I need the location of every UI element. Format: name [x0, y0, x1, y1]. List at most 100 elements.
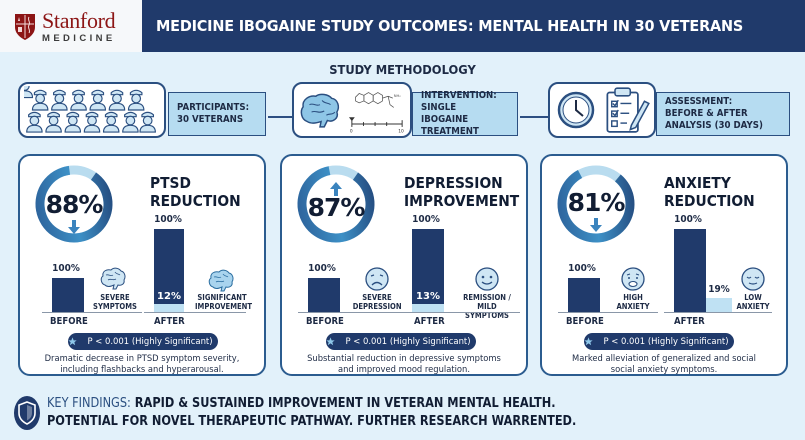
arrow-up-icon — [330, 182, 342, 196]
anxiety-title: ANXIETY REDUCTION — [664, 174, 755, 210]
arrow-down-icon — [68, 220, 80, 234]
before-value: 100% — [52, 263, 80, 274]
before-value: 100% — [308, 263, 336, 274]
ptsd-description: Dramatic decrease in PTSD symptom severi… — [44, 354, 240, 375]
before-baseline — [42, 312, 142, 313]
veterans-group-icon — [24, 86, 156, 133]
assessment-image-box — [548, 82, 656, 138]
key-findings-line2: POTENTIAL FOR NOVEL THERAPEUTIC PATHWAY.… — [47, 414, 577, 429]
calm-face-icon — [741, 267, 765, 291]
after-label: AFTER — [154, 316, 185, 327]
after-value: 13% — [416, 291, 440, 302]
after-value: 19% — [708, 284, 730, 295]
anxious-face-icon — [621, 267, 645, 291]
before-label: BEFORE — [566, 316, 604, 327]
after-top-value: 100% — [154, 214, 182, 225]
ptsd-percent: 88% — [45, 189, 104, 219]
after-top-value: 100% — [412, 214, 440, 225]
star-icon — [326, 337, 335, 346]
after-baseline — [144, 312, 246, 313]
before-label: BEFORE — [50, 316, 88, 327]
participants-label: PARTICIPANTS: 30 VETERANS — [177, 102, 250, 125]
pvalue-text: P < 0.001 (Highly Significant) — [603, 336, 729, 347]
before-baseline — [298, 312, 402, 313]
brain-icon — [300, 93, 340, 128]
depression-percent: 87% — [307, 192, 366, 222]
assessment-label: ASSESSMENT: BEFORE & AFTER ANALYSIS (30 … — [665, 96, 763, 131]
before-bar — [568, 278, 600, 312]
key-findings-line1: RAPID & SUSTAINED IMPROVEMENT IN VETERAN… — [130, 396, 556, 411]
after-bar-baseline — [674, 229, 706, 312]
after-label: AFTER — [414, 316, 445, 327]
before-bar — [52, 278, 84, 312]
after-bar — [706, 298, 732, 312]
stanford-medicine-logo: Stanford MEDICINE — [14, 8, 132, 46]
after-label: AFTER — [674, 316, 705, 327]
intervention-image-box: NH₂ 0 10 — [292, 82, 412, 138]
participants-label-flag: PARTICIPANTS: 30 VETERANS — [168, 92, 266, 136]
ptsd-card: 88% PTSD REDUCTION 100% SEVERE SYMPTOMS … — [18, 154, 266, 376]
after-status: REMISSION / MILD SYMPTOMS — [463, 293, 511, 320]
sad-face-icon — [365, 267, 389, 291]
header: Stanford MEDICINE MEDICINE IBOGAINE STUD… — [0, 0, 805, 52]
before-baseline — [558, 312, 658, 313]
pvalue-text: P < 0.001 (Highly Significant) — [87, 336, 213, 347]
anxiety-description: Marked alleviation of generalized and so… — [572, 354, 756, 375]
after-status: SIGNIFICANT IMPROVEMENT — [195, 293, 253, 311]
after-baseline — [402, 312, 520, 313]
page-title: MEDICINE IBOGAINE STUDY OUTCOMES: MENTAL… — [156, 17, 744, 35]
depression-title: DEPRESSION IMPROVEMENT — [404, 174, 520, 210]
depression-progress-ring — [297, 165, 375, 243]
after-bar-baseline — [154, 229, 184, 312]
key-findings-label: KEY FINDINGS: — [47, 396, 131, 411]
ptsd-title: PTSD REDUCTION — [150, 174, 241, 210]
after-value: 12% — [157, 291, 181, 302]
brain-icon — [100, 267, 126, 290]
anxiety-card: 81% ANXIETY REDUCTION 100% HIGH ANXIETY … — [540, 154, 788, 376]
happy-face-icon — [475, 267, 499, 291]
logo-medicine-text: MEDICINE — [42, 33, 116, 45]
before-status: SEVERE DEPRESSION — [352, 293, 402, 311]
after-bar — [412, 304, 444, 312]
arrow-down-icon — [590, 218, 602, 232]
methodology-title: STUDY METHODOLOGY — [329, 62, 476, 77]
logo-stanford-text: Stanford — [42, 8, 116, 34]
dose-timeline-icon: 0 10 — [348, 117, 404, 134]
significance-badge: P < 0.001 (Highly Significant) — [584, 333, 734, 350]
stanford-shield-icon — [15, 14, 35, 40]
after-status: LOW ANXIETY — [736, 293, 770, 311]
svg-text:NH₂: NH₂ — [394, 94, 402, 98]
significance-badge: P < 0.001 (Highly Significant) — [68, 333, 218, 350]
key-findings: KEY FINDINGS: RAPID & SUSTAINED IMPROVEM… — [47, 395, 576, 431]
intervention-label-flag: INTERVENTION: SINGLE IBOGAINE TREATMENT — [412, 90, 518, 137]
pvalue-text: P < 0.001 (Highly Significant) — [345, 336, 471, 347]
connector-line — [268, 116, 292, 118]
anxiety-progress-ring — [557, 165, 635, 243]
before-label: BEFORE — [306, 316, 344, 327]
ibogaine-molecule-icon: NH₂ — [355, 92, 402, 108]
title-bar: MEDICINE IBOGAINE STUDY OUTCOMES: MENTAL… — [142, 0, 805, 52]
star-icon — [584, 337, 593, 346]
after-baseline — [664, 312, 772, 313]
timeline-start-label: 0 — [350, 129, 353, 134]
clipboard-checklist-icon — [606, 87, 650, 133]
depression-description: Substantial reduction in depressive symp… — [307, 354, 501, 375]
after-top-value: 100% — [674, 214, 702, 225]
participants-image-box — [18, 82, 166, 138]
timeline-end-label: 10 — [398, 129, 404, 134]
before-value: 100% — [568, 263, 596, 274]
before-status: HIGH ANXIETY — [616, 293, 650, 311]
significance-badge: P < 0.001 (Highly Significant) — [326, 333, 476, 350]
before-bar — [308, 278, 340, 312]
intervention-label: INTERVENTION: SINGLE IBOGAINE TREATMENT — [421, 90, 497, 137]
assessment-label-flag: ASSESSMENT: BEFORE & AFTER ANALYSIS (30 … — [656, 92, 790, 136]
clock-icon — [557, 91, 595, 129]
before-status: SEVERE SYMPTOMS — [93, 293, 137, 311]
ptsd-progress-ring — [35, 165, 113, 243]
after-bar-baseline — [412, 229, 444, 312]
anxiety-percent: 81% — [567, 187, 626, 217]
shield-icon — [14, 396, 40, 430]
brain-icon — [208, 269, 234, 292]
after-bar — [154, 304, 184, 312]
star-icon — [68, 337, 77, 346]
